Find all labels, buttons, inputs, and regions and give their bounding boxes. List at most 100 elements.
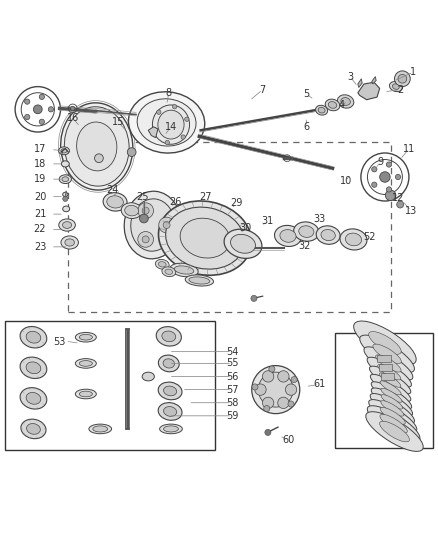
Text: 52: 52: [364, 232, 376, 242]
Ellipse shape: [166, 207, 244, 269]
Text: 13: 13: [405, 206, 417, 216]
Ellipse shape: [224, 229, 262, 259]
Circle shape: [386, 162, 392, 167]
Ellipse shape: [389, 82, 402, 92]
Text: 4: 4: [338, 100, 344, 110]
Circle shape: [278, 397, 289, 408]
Ellipse shape: [75, 359, 96, 368]
Ellipse shape: [328, 102, 337, 108]
Circle shape: [142, 207, 149, 214]
Text: 33: 33: [313, 214, 325, 224]
Ellipse shape: [26, 362, 41, 374]
Ellipse shape: [174, 266, 194, 274]
Polygon shape: [372, 77, 376, 84]
Ellipse shape: [299, 226, 314, 237]
Ellipse shape: [379, 373, 401, 387]
Circle shape: [48, 107, 53, 112]
Ellipse shape: [381, 394, 403, 409]
Ellipse shape: [26, 332, 41, 343]
Text: 21: 21: [34, 209, 46, 219]
Text: 30: 30: [239, 223, 251, 233]
Circle shape: [291, 376, 297, 383]
Ellipse shape: [159, 262, 166, 267]
Circle shape: [395, 71, 410, 87]
Ellipse shape: [79, 391, 92, 397]
Ellipse shape: [163, 359, 174, 368]
Ellipse shape: [131, 199, 174, 251]
Text: 32: 32: [298, 240, 311, 251]
Ellipse shape: [341, 98, 350, 106]
Ellipse shape: [79, 334, 92, 340]
Text: 1: 1: [410, 67, 417, 77]
Ellipse shape: [162, 267, 176, 277]
Ellipse shape: [107, 196, 124, 208]
Ellipse shape: [380, 414, 407, 433]
Ellipse shape: [20, 387, 47, 409]
Ellipse shape: [370, 393, 414, 423]
Ellipse shape: [346, 233, 361, 246]
Ellipse shape: [63, 192, 68, 197]
Ellipse shape: [159, 355, 179, 372]
Ellipse shape: [63, 222, 72, 228]
Bar: [379, 364, 392, 372]
Ellipse shape: [230, 235, 255, 253]
Text: 18: 18: [34, 159, 46, 169]
Ellipse shape: [65, 239, 74, 246]
Ellipse shape: [371, 388, 413, 416]
Circle shape: [255, 384, 266, 395]
Ellipse shape: [337, 95, 354, 108]
Text: 7: 7: [260, 85, 266, 95]
Circle shape: [396, 174, 401, 180]
Ellipse shape: [258, 372, 293, 407]
Ellipse shape: [318, 107, 325, 113]
Ellipse shape: [103, 193, 127, 211]
Circle shape: [398, 75, 407, 83]
Text: 15: 15: [113, 117, 125, 127]
Text: 5: 5: [303, 89, 310, 99]
Circle shape: [288, 401, 294, 407]
Circle shape: [380, 172, 390, 182]
Text: 61: 61: [313, 379, 325, 390]
Text: 12: 12: [392, 192, 404, 203]
Ellipse shape: [61, 149, 67, 153]
Text: 54: 54: [226, 346, 238, 357]
Ellipse shape: [367, 406, 420, 442]
Ellipse shape: [61, 236, 78, 249]
Ellipse shape: [159, 424, 182, 434]
Ellipse shape: [142, 372, 154, 381]
Ellipse shape: [163, 407, 177, 416]
Ellipse shape: [121, 203, 142, 219]
Text: 10: 10: [339, 176, 352, 187]
Text: 22: 22: [34, 224, 46, 235]
Circle shape: [159, 217, 174, 233]
Ellipse shape: [61, 103, 133, 190]
Ellipse shape: [378, 365, 401, 380]
Ellipse shape: [353, 321, 416, 365]
Ellipse shape: [325, 99, 340, 111]
Circle shape: [71, 106, 75, 111]
Ellipse shape: [124, 191, 181, 259]
Text: 19: 19: [34, 174, 46, 184]
Ellipse shape: [93, 426, 108, 432]
Polygon shape: [358, 79, 362, 87]
Text: 25: 25: [136, 192, 149, 201]
Text: 53: 53: [53, 337, 66, 346]
Ellipse shape: [64, 107, 129, 186]
Ellipse shape: [152, 105, 190, 144]
Ellipse shape: [316, 226, 340, 244]
Ellipse shape: [380, 421, 410, 442]
Ellipse shape: [75, 389, 96, 399]
Ellipse shape: [155, 260, 169, 269]
Text: 29: 29: [230, 198, 243, 208]
Ellipse shape: [371, 374, 411, 401]
Text: 23: 23: [34, 242, 46, 252]
Ellipse shape: [26, 392, 41, 404]
Circle shape: [138, 231, 153, 247]
Ellipse shape: [392, 84, 399, 90]
Ellipse shape: [294, 222, 319, 241]
Ellipse shape: [62, 177, 69, 182]
Ellipse shape: [366, 411, 423, 451]
Text: 27: 27: [200, 192, 212, 201]
Ellipse shape: [369, 332, 401, 354]
Circle shape: [262, 371, 274, 382]
